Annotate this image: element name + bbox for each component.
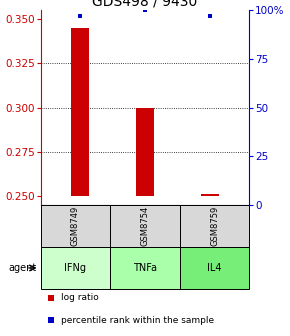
Text: GSM8759: GSM8759 (210, 206, 219, 246)
Bar (201, 194, 220, 196)
Text: log ratio: log ratio (61, 293, 99, 302)
Title: GDS498 / 9430: GDS498 / 9430 (93, 0, 197, 9)
Bar (110, 205, 180, 247)
Text: GSM8754: GSM8754 (140, 206, 150, 246)
Text: IL4: IL4 (207, 263, 222, 273)
Bar (180, 205, 249, 247)
Bar (41, 205, 110, 247)
Text: IFNg: IFNg (64, 263, 86, 273)
Bar (110, 247, 180, 289)
Text: percentile rank within the sample: percentile rank within the sample (61, 316, 215, 325)
Bar (136, 108, 154, 196)
Text: GSM8749: GSM8749 (71, 206, 80, 246)
Bar (180, 247, 249, 289)
Text: TNFa: TNFa (133, 263, 157, 273)
Bar (71, 28, 89, 196)
Text: agent: agent (8, 263, 37, 273)
Bar (41, 247, 110, 289)
